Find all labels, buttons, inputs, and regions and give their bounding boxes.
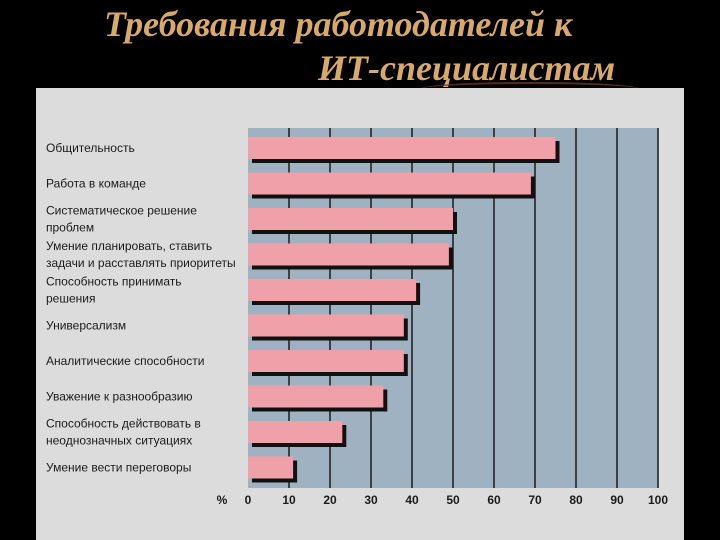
x-axis-ticks: 0 10 20 30 40 50 60 70 80 90 100% (217, 493, 669, 507)
slide-title-line-2: ИТ-специалистам (318, 48, 616, 88)
category-label: Уважение к разнообразию (46, 390, 192, 404)
category-labels: Общительность Работа в команде Систематиче… (46, 141, 236, 475)
bar (248, 208, 453, 230)
x-tick-label: 40 (405, 493, 419, 507)
bar (248, 314, 404, 337)
title-underline-decoration (420, 82, 640, 96)
x-tick-label: 90 (610, 493, 624, 507)
bar (248, 385, 384, 408)
category-label: Работа в команде (46, 177, 146, 191)
x-tick-label: 20 (323, 493, 337, 507)
category-label: Аналитические способности (46, 354, 204, 368)
category-label: Умение вести переговоры (46, 461, 191, 475)
bar (248, 350, 404, 372)
x-tick-label: 30 (364, 493, 378, 507)
x-tick-label: 10 (282, 493, 296, 507)
bar (248, 456, 294, 479)
x-tick-label: 60 (487, 493, 501, 507)
bar (248, 172, 531, 195)
x-tick-label: 50 (446, 493, 460, 507)
x-tick-label: 100 (648, 493, 668, 507)
category-label: Умение планировать, ставить (46, 239, 212, 253)
x-tick-label: 70 (528, 493, 542, 507)
category-label: неоднозначных ситуациях (46, 434, 192, 448)
category-label: Систематическое решение (46, 204, 197, 218)
x-tick-label: 80 (569, 493, 583, 507)
category-label: Способность принимать (46, 275, 182, 289)
bar (248, 421, 343, 443)
category-label: задачи и расставлять приоритеты (46, 256, 236, 270)
category-label: проблем (46, 221, 94, 235)
x-unit-label: % (217, 493, 228, 507)
category-label: Общительность (46, 141, 135, 155)
category-label: Способность действовать в (46, 417, 201, 431)
bars (248, 137, 560, 483)
category-label: решения (46, 292, 95, 306)
bar (248, 243, 449, 266)
x-tick-label: 0 (245, 493, 252, 507)
category-label: Универсализм (46, 319, 126, 333)
bar (248, 279, 417, 301)
bar (248, 137, 556, 159)
slide-title: Требования работодателей к ИТ-специалист… (0, 2, 720, 90)
slide-title-line-1: Требования работодателей к (104, 4, 573, 44)
